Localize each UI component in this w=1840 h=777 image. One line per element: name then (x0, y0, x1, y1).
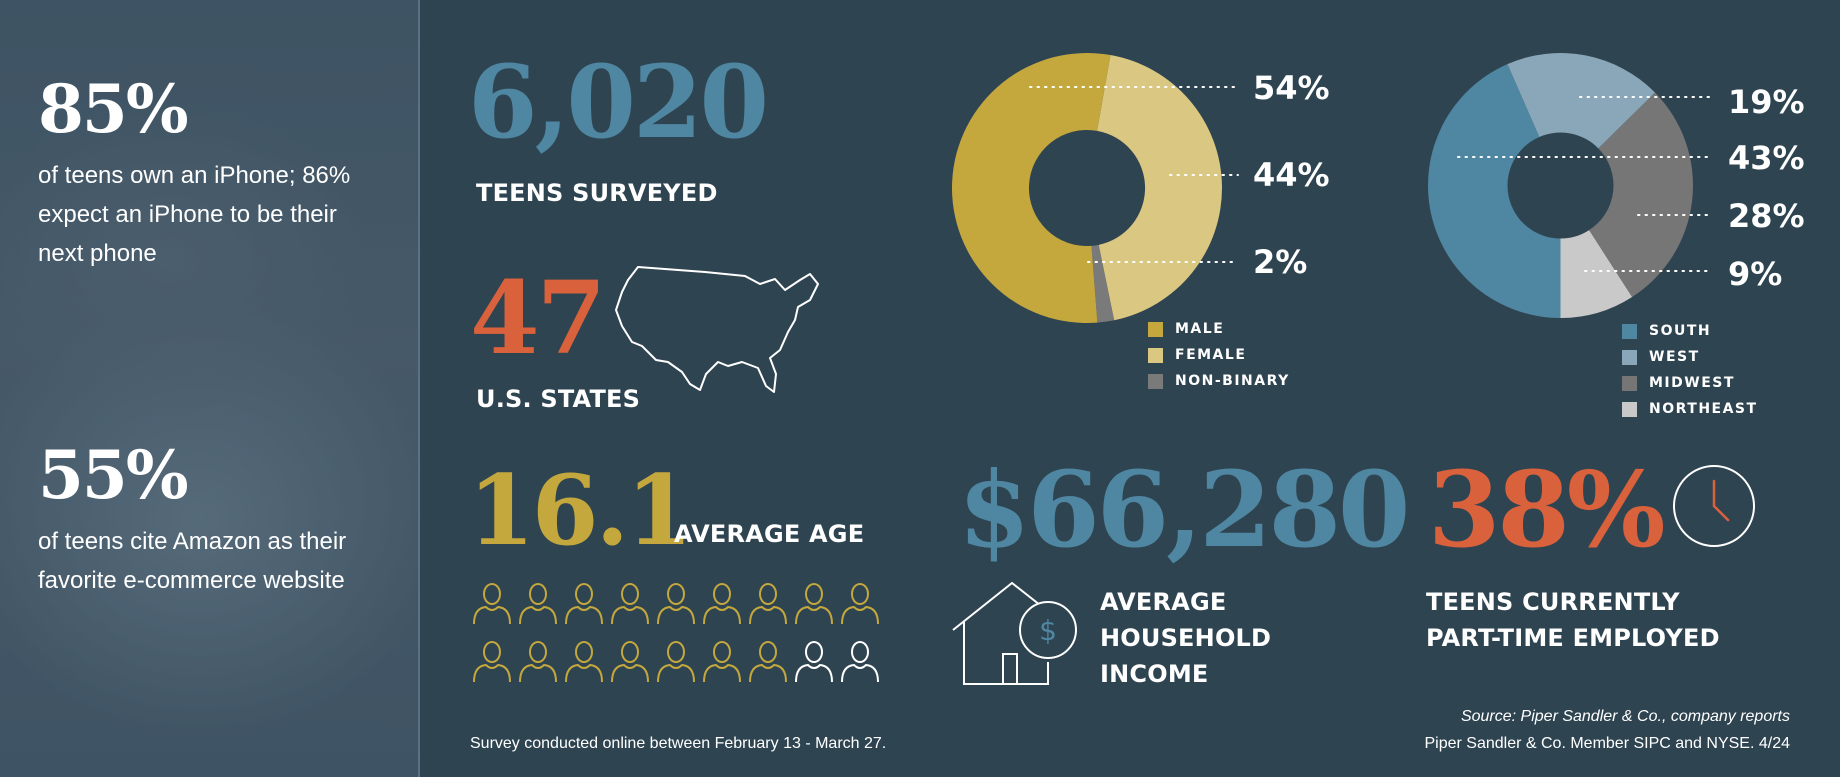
person-icon (565, 641, 603, 683)
amazon-stat-value: 55% (38, 436, 189, 514)
teens-surveyed-label: TEENS SURVEYED (476, 179, 718, 207)
gender-label-female: 44% (1253, 156, 1330, 194)
iphone-stat-value: 85% (38, 70, 189, 148)
donut-slice-male (952, 52, 1111, 323)
legend-item-midwest: MIDWEST (1622, 370, 1758, 396)
iphone-stat-text: of teens own an iPhone; 86% expect an iP… (38, 162, 351, 267)
person-icon (611, 583, 649, 625)
person-icon (565, 583, 603, 625)
legend-swatch (1622, 349, 1637, 365)
person-icon (657, 583, 695, 625)
clock-icon (1673, 465, 1755, 547)
legend-swatch (1622, 375, 1637, 391)
person-icon (795, 641, 833, 683)
states-value: 47 (470, 259, 606, 377)
legend-item-nonbinary: NON-BINARY (1148, 368, 1290, 394)
person-icon (473, 583, 511, 625)
donut-slice-female (1097, 55, 1222, 321)
amazon-stat: 55% of teens cite Amazon as their favori… (38, 442, 378, 600)
income-value: $66,280 (958, 448, 1410, 571)
dollar-glyph: $ (1039, 614, 1057, 647)
legend-swatch (1148, 373, 1163, 389)
people-icon-grid (473, 583, 879, 683)
donut-slice-west (1507, 53, 1655, 149)
person-icon (841, 583, 879, 625)
gender-donut-chart (952, 52, 1222, 323)
us-map-icon (615, 266, 819, 393)
region-label-midwest: 28% (1728, 197, 1805, 235)
donut-slice-nonbinary (1091, 244, 1115, 323)
iphone-stat: 85% of teens own an iPhone; 86% expect a… (38, 76, 378, 273)
region-label-south: 43% (1728, 139, 1805, 177)
states-label: U.S. STATES (476, 385, 641, 413)
gender-label-nonbinary: 2% (1253, 243, 1308, 281)
average-age-value: 16.1 (468, 454, 693, 567)
legend-item-south: SOUTH (1622, 318, 1758, 344)
photo-overlay (0, 0, 420, 777)
average-age-label: AVERAGE AGE (674, 520, 865, 548)
person-icon (611, 641, 649, 683)
region-donut-chart (1428, 53, 1693, 318)
donut-slice-midwest (1589, 92, 1693, 297)
person-icon (473, 641, 511, 683)
employed-label: TEENS CURRENTLY PART-TIME EMPLOYED (1426, 588, 1720, 652)
legend-item-female: FEMALE (1148, 342, 1290, 368)
survey-note: Survey conducted online between February… (470, 735, 887, 752)
person-icon (749, 641, 787, 683)
legend-swatch (1622, 401, 1637, 417)
sidebar-divider (418, 0, 420, 777)
gender-label-male: 54% (1253, 69, 1330, 107)
person-icon (519, 641, 557, 683)
house-dollar-icon: $ (952, 581, 1077, 685)
legend-swatch (1148, 321, 1163, 337)
income-label: AVERAGE HOUSEHOLD INCOME (1100, 588, 1272, 688)
legend-swatch (1148, 347, 1163, 363)
legend-item-northeast: NORTHEAST (1622, 396, 1758, 422)
legend-item-male: MALE (1148, 316, 1290, 342)
region-label-northeast: 9% (1728, 255, 1783, 293)
region-label-west: 19% (1728, 83, 1805, 121)
source-note: Source: Piper Sandler & Co., company rep… (1460, 708, 1790, 725)
person-icon (703, 641, 741, 683)
person-icon (657, 641, 695, 683)
person-icon (795, 583, 833, 625)
disclaimer-note: Piper Sandler & Co. Member SIPC and NYSE… (1424, 735, 1790, 752)
legend-swatch (1622, 323, 1637, 339)
person-icon (519, 583, 557, 625)
person-icon (703, 583, 741, 625)
teens-surveyed-value: 6,020 (468, 43, 769, 161)
person-icon (841, 641, 879, 683)
employed-value: 38% (1428, 448, 1666, 571)
gender-legend: MALE FEMALE NON-BINARY (1148, 316, 1290, 394)
person-icon (749, 583, 787, 625)
sidebar-photo-panel: 85% of teens own an iPhone; 86% expect a… (0, 0, 420, 777)
donut-slice-south (1428, 64, 1561, 318)
donut-slice-northeast (1560, 230, 1633, 318)
legend-item-west: WEST (1622, 344, 1758, 370)
amazon-stat-text: of teens cite Amazon as their favorite e… (38, 528, 347, 594)
region-legend: SOUTH WEST MIDWEST NORTHEAST (1622, 318, 1758, 422)
